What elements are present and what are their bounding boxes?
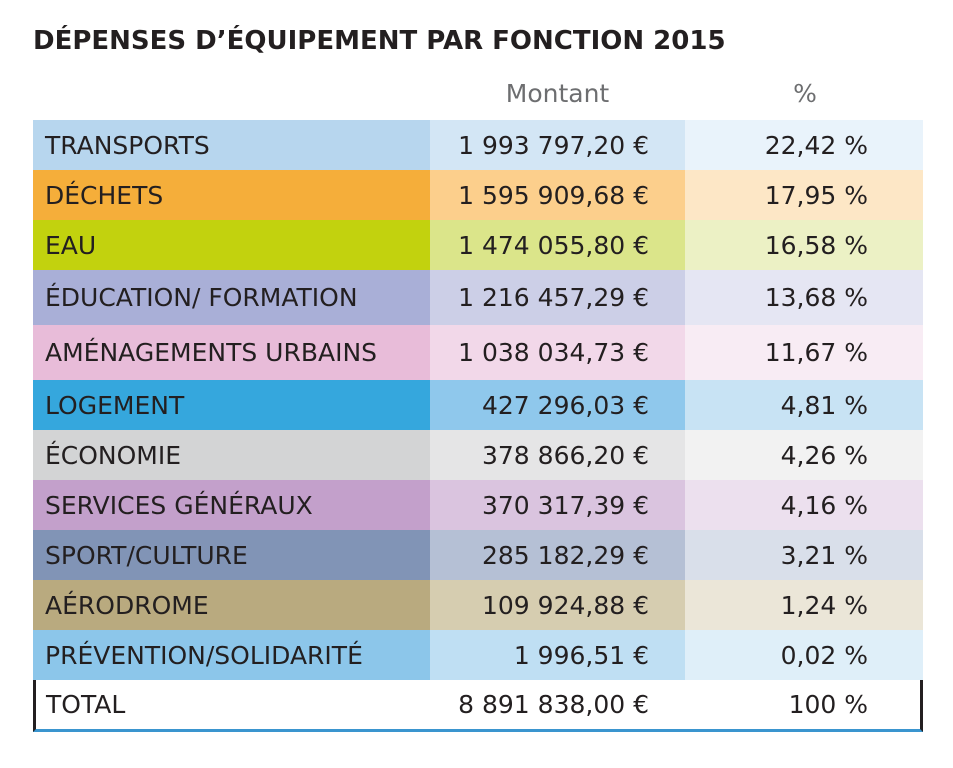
row-label: ÉCONOMIE [33, 430, 430, 480]
table-title: DÉPENSES D’ÉQUIPEMENT PAR FONCTION 2015 [33, 26, 726, 56]
expenses-table: TRANSPORTS 1 993 797,20 €22,42 % DÉCHETS 1 … [33, 120, 923, 732]
row-amount: 378 866,20 € [430, 430, 685, 480]
table-row: SERVICES GÉNÉRAUX 370 317,39 €4,16 % [33, 480, 923, 530]
row-percent: 4,81 % [685, 380, 923, 430]
row-label: TRANSPORTS [33, 120, 430, 170]
table-row: ÉDUCATION/ FORMATION 1 216 457,29 €13,68 … [33, 270, 923, 325]
column-header-percent: % [793, 79, 817, 108]
row-amount: 427 296,03 € [430, 380, 685, 430]
total-label: TOTAL [46, 690, 126, 719]
column-header-montant: Montant [505, 79, 610, 108]
row-percent: 22,42 % [685, 120, 923, 170]
row-percent: 4,26 % [685, 430, 923, 480]
table-row: LOGEMENT 427 296,03 €4,81 % [33, 380, 923, 430]
total-row: TOTAL 8 891 838,00 € 100 % [33, 680, 923, 732]
row-amount: 1 595 909,68 € [430, 170, 685, 220]
total-percent: 100 % [788, 690, 868, 719]
row-percent: 4,16 % [685, 480, 923, 530]
row-label: ÉDUCATION/ FORMATION [33, 270, 430, 325]
table-row: TRANSPORTS 1 993 797,20 €22,42 % [33, 120, 923, 170]
table-row: AMÉNAGEMENTS URBAINS 1 038 034,73 €11,67 … [33, 325, 923, 380]
row-label: PRÉVENTION/SOLIDARITÉ [33, 630, 430, 680]
row-amount: 370 317,39 € [430, 480, 685, 530]
row-label: EAU [33, 220, 430, 270]
row-label: AÉRODROME [33, 580, 430, 630]
row-percent: 13,68 % [685, 270, 923, 325]
table-row: ÉCONOMIE 378 866,20 €4,26 % [33, 430, 923, 480]
row-label: DÉCHETS [33, 170, 430, 220]
row-percent: 11,67 % [685, 325, 923, 380]
table-row: PRÉVENTION/SOLIDARITÉ 1 996,51 €0,02 % [33, 630, 923, 680]
total-amount: 8 891 838,00 € [458, 690, 649, 719]
row-amount: 285 182,29 € [430, 530, 685, 580]
table-row: AÉRODROME 109 924,88 €1,24 % [33, 580, 923, 630]
row-percent: 0,02 % [685, 630, 923, 680]
row-amount: 1 038 034,73 € [430, 325, 685, 380]
table-row: SPORT/CULTURE 285 182,29 €3,21 % [33, 530, 923, 580]
table-row: DÉCHETS 1 595 909,68 €17,95 % [33, 170, 923, 220]
row-amount: 1 216 457,29 € [430, 270, 685, 325]
row-amount: 1 993 797,20 € [430, 120, 685, 170]
row-label: SERVICES GÉNÉRAUX [33, 480, 430, 530]
row-label: AMÉNAGEMENTS URBAINS [33, 325, 430, 380]
row-amount: 109 924,88 € [430, 580, 685, 630]
row-percent: 16,58 % [685, 220, 923, 270]
row-percent: 17,95 % [685, 170, 923, 220]
row-percent: 1,24 % [685, 580, 923, 630]
table-row: EAU 1 474 055,80 €16,58 % [33, 220, 923, 270]
row-label: LOGEMENT [33, 380, 430, 430]
row-amount: 1 474 055,80 € [430, 220, 685, 270]
row-label: SPORT/CULTURE [33, 530, 430, 580]
row-percent: 3,21 % [685, 530, 923, 580]
row-amount: 1 996,51 € [430, 630, 685, 680]
